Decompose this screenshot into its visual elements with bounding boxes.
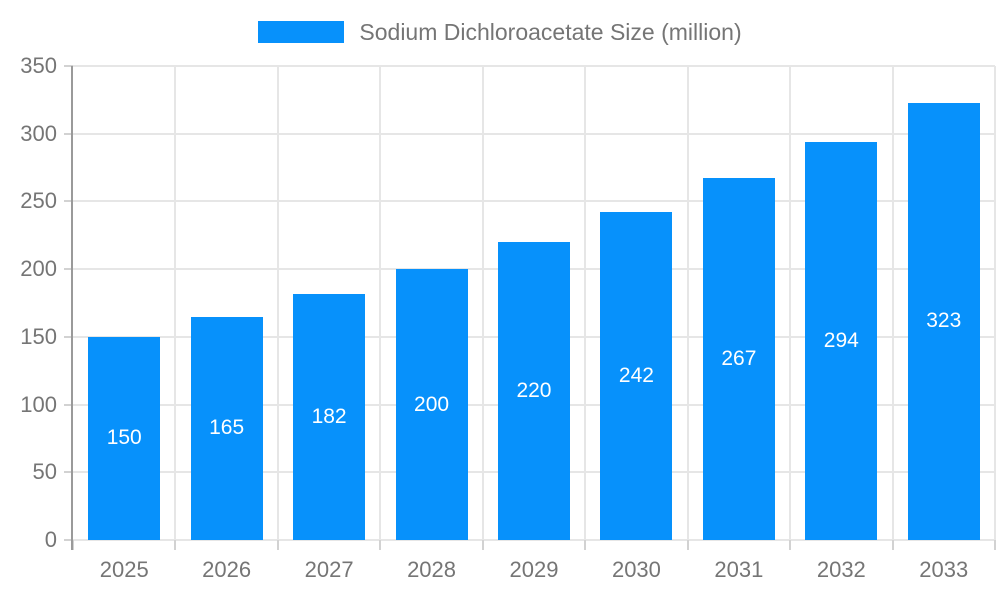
x-axis-tick	[789, 540, 792, 550]
bar-value-label: 150	[106, 426, 142, 450]
bar-value-label: 242	[618, 364, 654, 388]
x-axis-tick	[72, 540, 74, 550]
y-axis-tick	[64, 132, 73, 135]
y-axis-tick-label: 250	[20, 188, 57, 214]
gridline-vertical	[481, 66, 484, 540]
bar-value-label: 294	[823, 328, 859, 352]
y-axis-tick-label: 150	[20, 323, 57, 349]
gridline-horizontal	[73, 200, 995, 203]
legend-item[interactable]: Sodium Dichloroacetate Size (million)	[0, 18, 1000, 46]
x-axis-tick	[584, 540, 587, 550]
x-axis-tick-label: 2028	[407, 557, 457, 582]
x-axis-tick	[891, 540, 894, 550]
gridline-vertical	[276, 66, 279, 540]
y-axis-tick	[64, 65, 73, 67]
gridline-horizontal	[73, 539, 995, 541]
x-axis-tick-label: 2027	[304, 557, 354, 582]
bar-value-label: 200	[414, 392, 450, 416]
bar-2026[interactable]	[190, 316, 263, 540]
y-axis-tick-label: 300	[20, 120, 57, 146]
x-axis-tick	[174, 540, 177, 550]
gridline-vertical	[174, 66, 177, 540]
legend-swatch-icon	[258, 21, 345, 43]
x-axis-tick	[379, 540, 382, 550]
bar-value-label: 165	[209, 416, 245, 440]
x-axis-tick-label: 2033	[919, 557, 969, 582]
x-axis-tick-label: 2031	[714, 557, 764, 582]
x-axis-tick	[481, 540, 484, 550]
gridline-vertical	[379, 66, 382, 540]
y-axis-tick-label: 50	[32, 459, 57, 485]
y-axis-tick-label: 200	[20, 256, 57, 282]
y-axis-tick	[64, 539, 73, 541]
gridline-vertical	[584, 66, 587, 540]
y-axis-tick-label: 0	[44, 527, 57, 552]
bar-2031[interactable]	[702, 178, 775, 540]
bar-2030[interactable]	[600, 212, 673, 540]
gridline-horizontal	[73, 132, 995, 135]
x-axis-tick-label: 2025	[99, 557, 149, 582]
bar-value-label: 182	[311, 404, 347, 428]
bar-2028[interactable]	[395, 269, 468, 540]
gridline-vertical	[891, 66, 894, 540]
bar-value-label: 267	[721, 347, 757, 371]
y-axis-tick	[64, 200, 73, 203]
x-axis-tick	[994, 540, 996, 550]
x-axis-tick-label: 2029	[509, 557, 559, 582]
y-axis-line	[71, 66, 73, 550]
y-axis-tick	[64, 471, 73, 474]
x-axis-tick	[686, 540, 689, 550]
y-axis-tick-label: 100	[20, 391, 57, 417]
gridline-vertical	[686, 66, 689, 540]
legend-label: Sodium Dichloroacetate Size (million)	[359, 18, 742, 45]
x-axis-tick-label: 2030	[611, 557, 661, 582]
bar-2033[interactable]	[907, 102, 980, 540]
y-axis-tick-label: 350	[20, 53, 57, 78]
y-axis-tick	[64, 335, 73, 338]
gridline-horizontal	[73, 65, 995, 67]
gridline-vertical	[789, 66, 792, 540]
bar-2029[interactable]	[498, 242, 570, 540]
y-axis-tick	[64, 268, 73, 271]
x-axis-tick-label: 2032	[816, 557, 866, 582]
bar-value-label: 323	[926, 309, 962, 333]
bar-2032[interactable]	[805, 141, 878, 540]
bar-2025[interactable]	[88, 336, 161, 540]
bar-value-label: 220	[516, 379, 552, 403]
x-axis-tick	[276, 540, 279, 550]
bar-2027[interactable]	[293, 293, 366, 540]
x-axis-tick-label: 2026	[202, 557, 252, 582]
gridline-vertical	[994, 66, 996, 540]
y-axis-tick	[64, 403, 73, 406]
